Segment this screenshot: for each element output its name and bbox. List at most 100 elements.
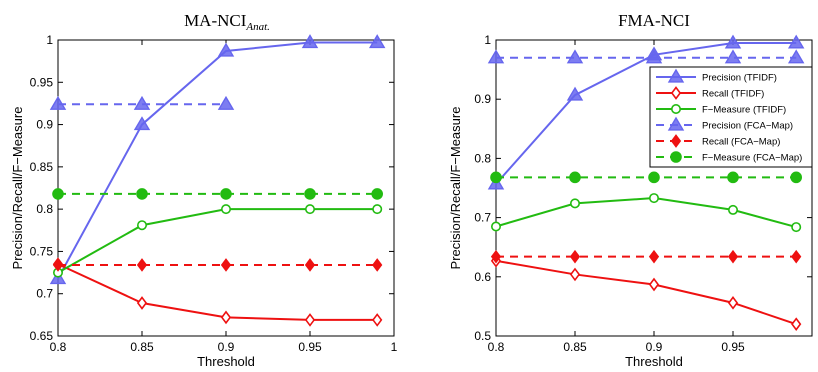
series-4 <box>487 49 805 64</box>
legend-marker <box>670 151 682 163</box>
x-tick-label: 0.8 <box>488 340 505 354</box>
y-tick-label: 0.5 <box>474 329 491 343</box>
data-point <box>49 95 67 110</box>
legend-marker <box>670 104 681 115</box>
chart-panel-2: 0.8 0.85 0.9 0.95 0.5 0.6 0.7 0.8 0.9 1 Threshold P… <box>448 11 813 369</box>
data-point <box>791 317 802 331</box>
y-tick-label: 0.95 <box>30 75 54 89</box>
data-point <box>372 204 383 215</box>
x-axis-label: Threshold <box>197 354 255 369</box>
y-axis-label: Precision/Recall/F−Measure <box>10 107 25 270</box>
data-point <box>136 258 148 272</box>
data-point <box>136 188 148 200</box>
y-tick-label: 0.8 <box>36 202 53 216</box>
x-axis-label: Threshold <box>625 354 683 369</box>
data-point <box>136 296 148 310</box>
x-tick-label: 0.8 <box>50 340 67 354</box>
chart-title-main: MA-NCI <box>184 11 247 30</box>
y-tick-label: 0.9 <box>474 92 491 106</box>
y-tick-label: 0.85 <box>30 160 54 174</box>
data-point <box>566 49 584 64</box>
chart-title: FMA-NCI <box>618 11 690 30</box>
data-point <box>371 188 384 200</box>
legend-label: F−Measure (FCA−Map) <box>702 153 802 164</box>
data-point <box>724 34 742 49</box>
y-axis-label: Precision/Recall/F−Measure <box>448 107 463 270</box>
data-point <box>368 34 386 49</box>
y-tick-label: 1 <box>484 33 491 47</box>
data-point <box>372 313 383 327</box>
y-tick-label: 0.9 <box>36 118 53 132</box>
data-point <box>648 193 659 204</box>
series-6 <box>490 171 803 184</box>
y-tick-label: 0.6 <box>474 270 491 284</box>
y-tick-label: 0.65 <box>30 329 54 343</box>
data-point <box>220 258 232 272</box>
legend-marker <box>667 116 685 131</box>
data-point <box>304 204 315 215</box>
legend-label: Precision (TFIDF) <box>702 73 777 84</box>
data-point <box>648 277 660 292</box>
data-point <box>566 86 584 101</box>
legend: Precision (TFIDF) Recall (TFIDF) F−Measure… <box>649 66 813 168</box>
data-point <box>787 49 805 64</box>
legend-label: Recall (FCA−Map) <box>702 137 780 148</box>
data-point <box>304 188 316 200</box>
data-point <box>790 171 803 184</box>
series-5 <box>490 249 802 264</box>
plot-area <box>57 39 395 337</box>
legend-label: Recall (TFIDF) <box>702 89 764 100</box>
data-point <box>727 171 739 184</box>
data-point <box>569 171 581 184</box>
series-3 <box>52 204 383 278</box>
series-6 <box>52 188 384 200</box>
chart-title-subscript: Anat. <box>245 21 270 33</box>
legend-marker <box>667 68 685 83</box>
data-point <box>791 222 802 233</box>
x-tick-label: 0.95 <box>721 340 745 354</box>
data-point <box>791 249 802 264</box>
chart-title-main: FMA-NCI <box>618 11 690 30</box>
x-tick-label: 0.95 <box>298 340 322 354</box>
legend-marker <box>670 134 682 148</box>
data-point <box>52 188 64 200</box>
legend-marker <box>670 86 682 100</box>
data-point <box>217 95 235 110</box>
data-point <box>648 249 660 264</box>
y-tick-label: 0.7 <box>36 287 53 301</box>
data-point <box>304 258 316 272</box>
y-tick-label: 0.8 <box>474 151 491 165</box>
data-point <box>52 258 64 272</box>
chart-title: MA-NCIAnat. <box>184 11 270 33</box>
legend-label: Precision (FCA−Map) <box>702 121 793 132</box>
x-tick-label: 0.9 <box>218 340 235 354</box>
legend-box <box>649 66 813 168</box>
chart-panel-1: 0.8 0.85 0.9 0.95 1 0.65 0.7 0.75 0.8 0.85 0.9 0.95… <box>10 11 398 369</box>
data-point <box>648 171 660 184</box>
data-point <box>724 49 742 64</box>
legend-label: F−Measure (TFIDF) <box>702 105 786 116</box>
data-point <box>645 49 663 64</box>
data-point <box>569 249 581 264</box>
series-1 <box>49 34 386 285</box>
data-point <box>220 310 232 325</box>
x-tick-label: 0.85 <box>563 340 587 354</box>
data-point <box>727 296 739 310</box>
x-tick-label: 0.85 <box>130 340 154 354</box>
data-point <box>490 249 502 264</box>
series-4 <box>49 95 235 110</box>
data-point <box>220 188 232 200</box>
data-point <box>487 49 505 64</box>
y-tick-label: 1 <box>46 33 53 47</box>
data-point <box>787 34 805 49</box>
y-tick-label: 0.7 <box>474 211 491 225</box>
data-point <box>217 42 235 57</box>
data-point <box>490 221 501 232</box>
series-3 <box>490 193 802 233</box>
y-tick-label: 0.75 <box>30 244 54 258</box>
x-tick-label: 0.9 <box>646 340 663 354</box>
data-point <box>569 198 580 209</box>
series-5 <box>52 258 383 272</box>
data-point <box>304 313 316 327</box>
